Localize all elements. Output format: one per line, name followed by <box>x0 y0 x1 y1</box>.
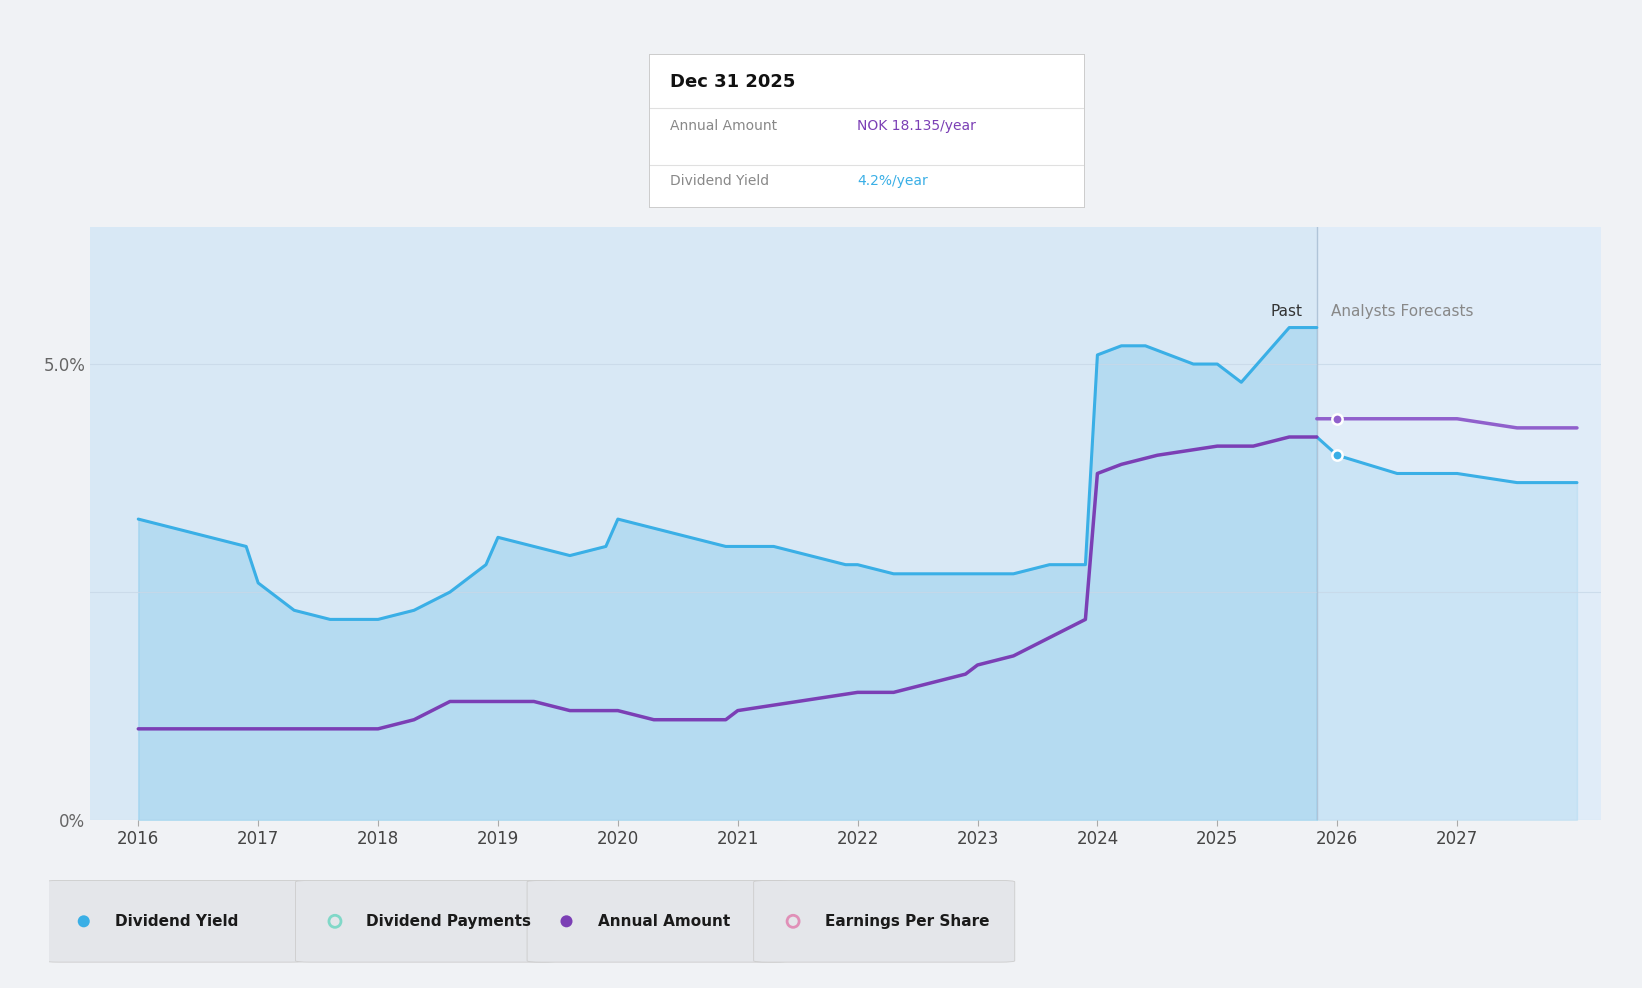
Text: Annual Amount: Annual Amount <box>598 914 731 929</box>
Text: Past: Past <box>1271 304 1302 319</box>
Text: Analysts Forecasts: Analysts Forecasts <box>1332 304 1473 319</box>
Bar <box>1317 227 1601 820</box>
Point <box>1323 411 1350 427</box>
Point <box>780 913 806 929</box>
Text: Annual Amount: Annual Amount <box>670 119 777 132</box>
Text: Dividend Yield: Dividend Yield <box>670 174 770 188</box>
Point <box>322 913 348 929</box>
Point <box>553 913 580 929</box>
FancyBboxPatch shape <box>44 880 305 962</box>
Point <box>1323 448 1350 463</box>
FancyBboxPatch shape <box>527 880 788 962</box>
Text: Dividend Yield: Dividend Yield <box>115 914 238 929</box>
Text: NOK 18.135/year: NOK 18.135/year <box>857 119 977 132</box>
Point <box>71 913 97 929</box>
Text: Dividend Payments: Dividend Payments <box>366 914 532 929</box>
FancyBboxPatch shape <box>754 880 1015 962</box>
Text: 4.2%/year: 4.2%/year <box>857 174 928 188</box>
FancyBboxPatch shape <box>296 880 557 962</box>
Text: Earnings Per Share: Earnings Per Share <box>824 914 988 929</box>
Text: Dec 31 2025: Dec 31 2025 <box>670 73 796 91</box>
